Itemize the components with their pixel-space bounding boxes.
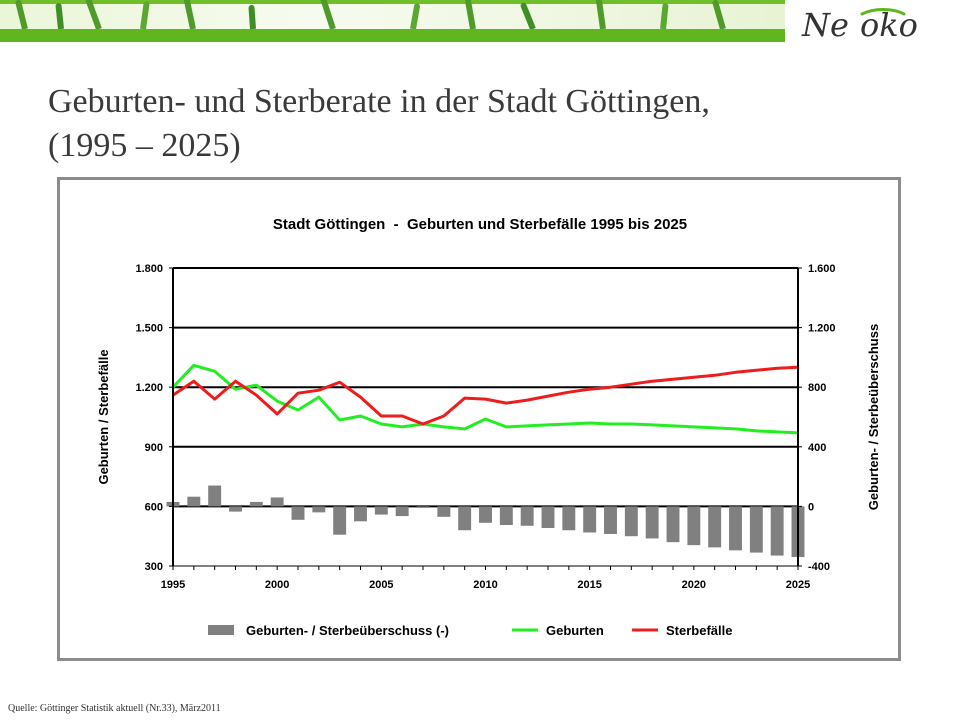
grass-blade-decoration	[55, 2, 64, 30]
surplus-bar	[395, 506, 409, 517]
surplus-bar	[770, 506, 784, 556]
x-tick-label: 1995	[161, 579, 185, 591]
y-tick-label: 900	[145, 442, 163, 454]
y-tick-label: 300	[145, 561, 163, 573]
surplus-bar	[499, 506, 513, 526]
surplus-bar	[687, 506, 701, 546]
surplus-bar	[208, 485, 222, 507]
surplus-bars	[166, 485, 805, 558]
grass-blade-decoration	[248, 4, 256, 30]
surplus-bar	[708, 506, 722, 548]
birth-death-chart: Stadt Göttingen - Geburten und Sterbefäl…	[96, 216, 881, 638]
y2-tick-label: 800	[808, 382, 826, 394]
x-tick-label: 2025	[786, 579, 810, 591]
logo-swoosh	[860, 8, 906, 16]
tick-labels: 300 600 900 1.200 1.500 1.800 -400 0 400 800 1.200…	[135, 263, 835, 591]
slide-title-line1: Geburten- und Sterberate in der Stadt Gö…	[48, 83, 710, 120]
surplus-bar	[645, 506, 659, 539]
grass-blade-decoration	[660, 2, 669, 30]
y-tick-label: 1.800	[135, 263, 163, 275]
slide-title-line2: (1995 – 2025)	[48, 127, 241, 164]
grass-blade-decoration	[319, 0, 336, 30]
legend-label-deaths: Sterbefälle	[666, 623, 732, 638]
surplus-bar	[291, 506, 305, 520]
surplus-bar	[354, 506, 367, 522]
x-tick-label: 2010	[473, 579, 497, 591]
surplus-bar	[416, 506, 430, 508]
surplus-bar	[249, 501, 263, 507]
deaths-line	[172, 365, 799, 426]
legend-label-surplus: Geburten- / Sterbeüberschuss (-)	[246, 623, 449, 638]
legend-swatch-surplus	[208, 625, 234, 635]
surplus-bar	[333, 506, 347, 535]
banner-top-stripe	[0, 0, 785, 4]
banner-bottom-stripe	[0, 29, 785, 42]
y-axis-label: Geburten / Sterbefälle	[96, 349, 111, 484]
x-tick-label: 2020	[682, 579, 706, 591]
y2-tick-label: 1.600	[808, 263, 836, 275]
chart-legend: Geburten- / Sterbeüberschuss (-) Geburten…	[208, 623, 732, 638]
surplus-bar	[749, 506, 763, 553]
grass-blade-decoration	[464, 0, 476, 30]
source-note: Quelle: Göttinger Statistik aktuell (Nr.…	[8, 703, 221, 714]
x-tick-label: 2015	[577, 579, 601, 591]
surplus-bar	[458, 506, 472, 531]
surplus-bar	[520, 506, 534, 526]
chart-title: Stadt Göttingen - Geburten und Sterbefäl…	[273, 216, 687, 233]
surplus-bar	[229, 506, 242, 512]
surplus-bar	[479, 506, 492, 523]
x-tick-label: 2005	[369, 579, 393, 591]
logo-text-ne: Ne	[801, 6, 849, 44]
axes	[169, 267, 802, 570]
grass-blade-decoration	[711, 0, 726, 30]
y2-tick-label: -400	[808, 561, 830, 573]
legend-label-births: Geburten	[546, 623, 604, 638]
births-line	[171, 363, 799, 435]
y2-tick-label: 0	[808, 501, 814, 513]
surplus-bar	[666, 506, 680, 543]
surplus-bar	[541, 506, 555, 529]
grass-blade-decoration	[410, 2, 421, 30]
x-tick-label: 2000	[265, 579, 289, 591]
y-tick-label: 600	[145, 501, 163, 513]
surplus-bar	[437, 506, 451, 517]
slide-title: Geburten- und Sterberate in der Stadt Gö…	[48, 80, 908, 168]
surplus-bar	[374, 506, 388, 515]
surplus-bar	[562, 506, 576, 531]
grass-blade-decoration	[14, 0, 28, 30]
grass-blade-decoration	[595, 0, 606, 30]
grass-blade-decoration	[84, 0, 102, 31]
surplus-bar	[270, 497, 284, 507]
surplus-bar	[312, 506, 326, 513]
grass-blade-decoration	[519, 1, 536, 31]
y-tick-label: 1.500	[135, 323, 163, 335]
logo-text-oko: oko	[860, 6, 918, 44]
y2-axis-label: Geburten- / Sterbeüberschuss	[866, 324, 881, 510]
surplus-bar	[604, 506, 617, 534]
series-lines	[171, 363, 799, 435]
surplus-bar	[187, 496, 201, 507]
grass-blade-decoration	[183, 0, 196, 30]
y2-tick-label: 400	[808, 442, 826, 454]
neoko-logo: Ne oko	[801, 6, 918, 44]
y-tick-label: 1.200	[135, 382, 163, 394]
grass-blade-decoration	[140, 0, 150, 30]
surplus-bar	[583, 506, 597, 533]
chart-frame: Stadt Göttingen - Geburten und Sterbefäl…	[57, 177, 901, 661]
header-banner	[0, 0, 785, 42]
surplus-bar	[624, 506, 638, 537]
y2-tick-label: 1.200	[808, 323, 836, 335]
surplus-bar	[729, 506, 742, 551]
